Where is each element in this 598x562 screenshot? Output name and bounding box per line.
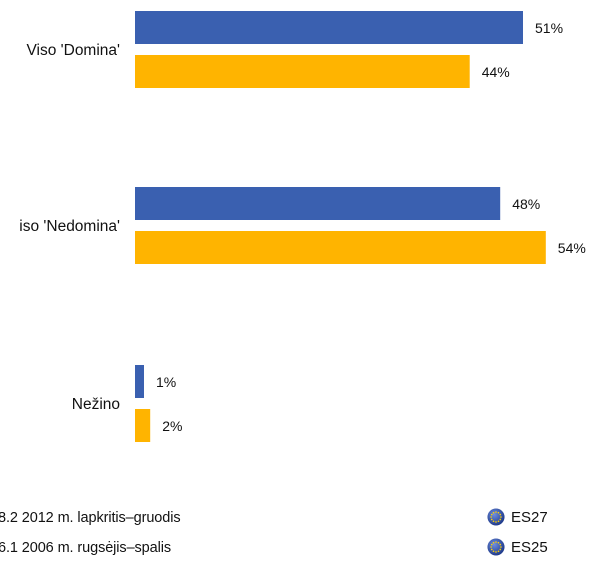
value-label: 51% [535, 20, 563, 36]
bar [135, 187, 501, 220]
legend-es27: ES27 [487, 508, 548, 526]
bar [135, 11, 523, 44]
value-label: 1% [156, 374, 176, 390]
value-label: 2% [162, 418, 182, 434]
category-label: Viso 'Domina' [26, 42, 120, 59]
legend-es25-label: ES25 [511, 538, 548, 556]
category-label: Nežino [72, 396, 120, 413]
legend: 8.2 2012 m. lapkritis–gruodis 6.1 2006 m… [0, 496, 598, 562]
legend-series-1-label: 8.2 2012 m. lapkritis–gruodis [0, 510, 181, 526]
eu-flag-icon [487, 508, 505, 526]
value-label: 44% [482, 64, 510, 80]
value-label: 48% [512, 196, 540, 212]
bar-chart: Viso 'Domina' 51% 44% iso 'Nedomina' 48% 54% N… [19, 11, 586, 442]
eu-flag-icon [487, 538, 505, 556]
category-label: iso 'Nedomina' [19, 218, 120, 235]
bar [135, 409, 151, 442]
bar [135, 231, 546, 264]
bar [135, 55, 470, 88]
value-label: 54% [558, 240, 586, 256]
legend-es25: ES25 [487, 538, 548, 556]
legend-series-2-label: 6.1 2006 m. rugsėjis–spalis [0, 540, 172, 556]
legend-es27-label: ES27 [511, 508, 548, 526]
bar [135, 365, 144, 398]
